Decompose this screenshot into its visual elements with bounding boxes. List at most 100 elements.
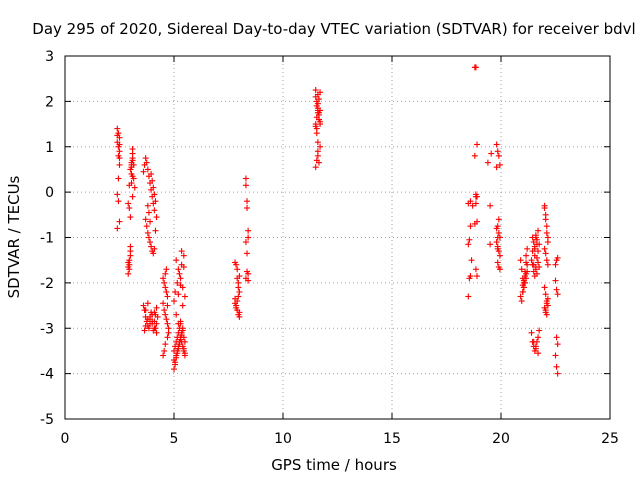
- data-point: [554, 370, 561, 377]
- data-point: [129, 155, 136, 162]
- data-point: [315, 109, 322, 116]
- data-point: [533, 241, 540, 248]
- data-point: [149, 318, 156, 325]
- data-point: [236, 309, 243, 316]
- data-point: [235, 279, 242, 286]
- data-point: [535, 227, 542, 234]
- chart-title: Day 295 of 2020, Sidereal Day-to-day VTE…: [32, 20, 635, 38]
- data-point: [471, 152, 478, 159]
- data-point: [164, 293, 171, 300]
- data-point: [140, 302, 147, 309]
- y-tick-label: -1: [40, 231, 54, 247]
- data-point: [116, 141, 123, 148]
- data-point: [467, 223, 474, 230]
- data-point: [312, 164, 319, 171]
- data-point: [162, 270, 169, 277]
- data-point: [531, 252, 538, 259]
- data-point: [235, 293, 242, 300]
- data-point: [152, 227, 159, 234]
- data-point: [171, 298, 177, 305]
- data-point: [541, 284, 548, 291]
- data-point: [245, 277, 252, 284]
- data-point: [536, 327, 543, 334]
- data-point: [244, 250, 251, 257]
- data-point: [153, 320, 160, 327]
- data-point: [553, 363, 560, 370]
- grid: [65, 56, 610, 419]
- data-point: [147, 239, 154, 246]
- data-point: [174, 279, 181, 286]
- data-point: [127, 214, 134, 221]
- data-point: [245, 234, 252, 241]
- data-point: [151, 191, 158, 198]
- data-point: [164, 320, 171, 327]
- data-point: [116, 134, 123, 141]
- data-point: [125, 270, 132, 277]
- data-point: [116, 155, 123, 162]
- data-point: [518, 298, 525, 305]
- data-point: [495, 229, 502, 236]
- data-point: [130, 175, 137, 182]
- data-point: [177, 318, 184, 325]
- data-point: [488, 150, 495, 157]
- data-point: [536, 263, 543, 270]
- data-point: [145, 325, 152, 332]
- data-point: [535, 334, 542, 341]
- data-point: [242, 182, 249, 189]
- data-point: [151, 309, 158, 316]
- data-point: [173, 354, 180, 361]
- data-point: [181, 293, 188, 300]
- data-point: [523, 275, 530, 282]
- data-point: [554, 291, 561, 298]
- data-point: [524, 245, 531, 252]
- data-point: [313, 130, 320, 137]
- data-point: [474, 218, 481, 225]
- data-point: [317, 143, 324, 150]
- data-point: [519, 288, 526, 295]
- data-point: [494, 234, 501, 241]
- data-point: [153, 304, 160, 311]
- data-point: [487, 241, 494, 248]
- data-point: [244, 205, 251, 212]
- data-point: [233, 304, 240, 311]
- data-point: [314, 152, 321, 159]
- data-point: [142, 155, 149, 162]
- data-point: [493, 239, 500, 246]
- data-point: [164, 334, 171, 341]
- data-point: [171, 366, 177, 373]
- data-point: [175, 345, 182, 352]
- data-point: [152, 198, 159, 205]
- data-point: [314, 100, 321, 107]
- data-point: [162, 284, 169, 291]
- data-point: [465, 200, 472, 207]
- data-point: [553, 334, 560, 341]
- data-point: [125, 200, 132, 207]
- data-point: [163, 266, 170, 273]
- data-point: [127, 243, 134, 250]
- data-point: [544, 239, 551, 246]
- data-point: [544, 295, 551, 302]
- data-point: [315, 96, 322, 103]
- data-point: [532, 234, 539, 241]
- data-point: [542, 216, 549, 223]
- data-point: [532, 345, 539, 352]
- data-point: [541, 205, 548, 212]
- data-point: [469, 202, 476, 209]
- data-point: [314, 91, 321, 98]
- axis-ticks: [64, 55, 611, 420]
- data-point: [474, 273, 481, 280]
- data-point: [244, 268, 251, 275]
- data-point: [472, 64, 479, 71]
- y-tick-label: -4: [40, 367, 54, 383]
- data-point: [465, 293, 472, 300]
- data-point: [180, 345, 187, 352]
- data-point: [466, 236, 473, 243]
- x-tick-labels: 0 5 10 15 20 25: [61, 431, 619, 447]
- data-point: [543, 229, 550, 236]
- data-point: [312, 121, 319, 128]
- y-tick-label: 3: [45, 49, 54, 65]
- data-point: [150, 250, 157, 257]
- data-point: [542, 309, 549, 316]
- y-tick-label: 0: [45, 185, 54, 201]
